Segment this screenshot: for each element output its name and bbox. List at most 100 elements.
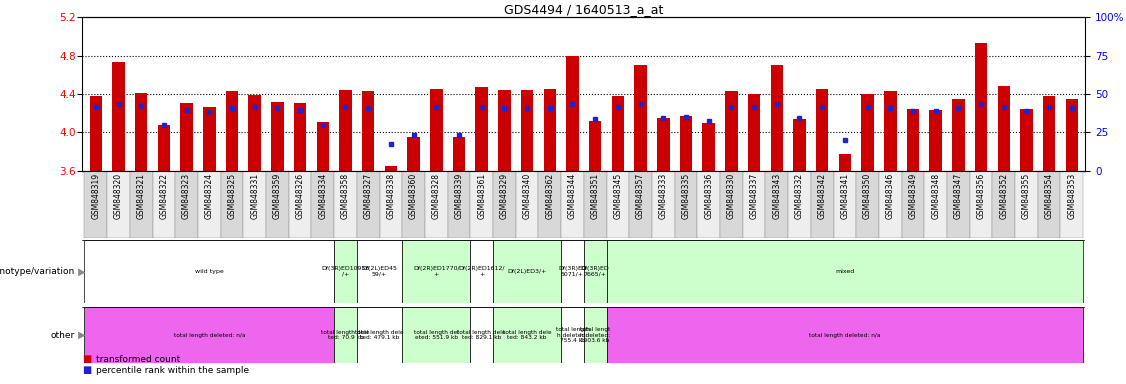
- Bar: [226, 91, 239, 171]
- Bar: [316, 122, 329, 171]
- Bar: [583, 307, 607, 363]
- Bar: [357, 171, 379, 238]
- Text: ■: ■: [82, 365, 91, 375]
- Text: GSM848350: GSM848350: [863, 173, 872, 219]
- Text: other: other: [50, 331, 74, 339]
- Bar: [561, 307, 583, 363]
- Text: GSM848358: GSM848358: [341, 173, 350, 219]
- Bar: [334, 307, 357, 363]
- Text: Df(3R)ED10953
/+: Df(3R)ED10953 /+: [321, 266, 369, 277]
- Text: GSM848326: GSM848326: [296, 173, 305, 219]
- Bar: [833, 171, 856, 238]
- Bar: [312, 171, 334, 238]
- Text: GSM848349: GSM848349: [909, 173, 918, 219]
- Bar: [561, 240, 583, 303]
- Bar: [583, 240, 607, 303]
- Bar: [811, 171, 833, 238]
- Bar: [84, 307, 334, 363]
- Bar: [992, 171, 1016, 238]
- Text: ■: ■: [82, 354, 91, 364]
- Text: transformed count: transformed count: [96, 355, 180, 364]
- Text: GSM848329: GSM848329: [500, 173, 509, 219]
- Text: GSM848343: GSM848343: [772, 173, 781, 219]
- Bar: [929, 111, 941, 171]
- Text: GSM848355: GSM848355: [1022, 173, 1031, 219]
- Bar: [538, 171, 561, 238]
- Bar: [475, 88, 488, 171]
- Bar: [589, 121, 601, 171]
- Text: total length
h deleted:
755.4 kb: total length h deleted: 755.4 kb: [555, 327, 589, 343]
- Text: GSM848357: GSM848357: [636, 173, 645, 219]
- Bar: [425, 171, 448, 238]
- Bar: [1043, 96, 1055, 171]
- Bar: [361, 91, 375, 171]
- Bar: [448, 171, 471, 238]
- Bar: [839, 154, 851, 171]
- Bar: [493, 307, 561, 363]
- Bar: [748, 94, 760, 171]
- Bar: [471, 240, 493, 303]
- Text: GSM848362: GSM848362: [545, 173, 554, 219]
- Bar: [607, 171, 629, 238]
- Bar: [607, 240, 1083, 303]
- Bar: [471, 307, 493, 363]
- Text: GSM848352: GSM848352: [999, 173, 1008, 219]
- Bar: [969, 171, 992, 238]
- Title: GDS4494 / 1640513_a_at: GDS4494 / 1640513_a_at: [504, 3, 663, 16]
- Bar: [385, 166, 397, 171]
- Text: wild type: wild type: [195, 269, 224, 274]
- Text: GSM848333: GSM848333: [659, 173, 668, 219]
- Bar: [1061, 171, 1083, 238]
- Bar: [402, 307, 471, 363]
- Text: mixed: mixed: [835, 269, 855, 274]
- Text: GSM848322: GSM848322: [160, 173, 169, 219]
- Text: GSM848346: GSM848346: [886, 173, 895, 219]
- Text: total length deleted: n/a: total length deleted: n/a: [810, 333, 881, 338]
- Text: total lengt
h deleted:
1003.6 kb: total lengt h deleted: 1003.6 kb: [580, 327, 610, 343]
- Text: GSM848359: GSM848359: [272, 173, 282, 219]
- Text: GSM848345: GSM848345: [614, 173, 623, 219]
- Bar: [471, 171, 493, 238]
- Bar: [334, 171, 357, 238]
- Bar: [90, 96, 102, 171]
- Text: GSM848347: GSM848347: [954, 173, 963, 219]
- Text: Df(3R)ED
7665/+: Df(3R)ED 7665/+: [581, 266, 609, 277]
- Text: GSM848338: GSM848338: [386, 173, 395, 219]
- Text: GSM848339: GSM848339: [455, 173, 464, 219]
- Text: Df(2R)ED1612/
+: Df(2R)ED1612/ +: [458, 266, 504, 277]
- Bar: [766, 171, 788, 238]
- Bar: [544, 89, 556, 171]
- Bar: [884, 91, 896, 171]
- Bar: [288, 171, 312, 238]
- Bar: [430, 89, 443, 171]
- Bar: [152, 171, 176, 238]
- Text: GSM848353: GSM848353: [1067, 173, 1076, 219]
- Bar: [793, 119, 806, 171]
- Bar: [107, 171, 129, 238]
- Text: GSM848323: GSM848323: [182, 173, 191, 219]
- Text: ▶: ▶: [75, 266, 86, 277]
- Bar: [334, 240, 357, 303]
- Text: GSM848319: GSM848319: [91, 173, 100, 219]
- Text: Df(2L)ED45
59/+: Df(2L)ED45 59/+: [361, 266, 397, 277]
- Bar: [658, 118, 670, 171]
- Text: GSM848337: GSM848337: [750, 173, 759, 219]
- Text: GSM848341: GSM848341: [840, 173, 849, 219]
- Text: total length dele
ted: 843.2 kb: total length dele ted: 843.2 kb: [503, 330, 552, 340]
- Text: genotype/variation: genotype/variation: [0, 267, 74, 276]
- Text: total length dele
ted: 70.9 kb: total length dele ted: 70.9 kb: [321, 330, 369, 340]
- Text: GSM848328: GSM848328: [431, 173, 440, 219]
- Text: GSM848348: GSM848348: [931, 173, 940, 219]
- Bar: [243, 171, 266, 238]
- Text: GSM848332: GSM848332: [795, 173, 804, 219]
- Bar: [203, 107, 215, 171]
- Bar: [953, 99, 965, 171]
- Bar: [788, 171, 811, 238]
- Bar: [902, 171, 924, 238]
- Bar: [906, 109, 919, 171]
- Bar: [652, 171, 674, 238]
- Text: GSM848335: GSM848335: [681, 173, 690, 219]
- Text: GSM848331: GSM848331: [250, 173, 259, 219]
- Text: GSM848360: GSM848360: [409, 173, 418, 219]
- Text: GSM848356: GSM848356: [976, 173, 985, 219]
